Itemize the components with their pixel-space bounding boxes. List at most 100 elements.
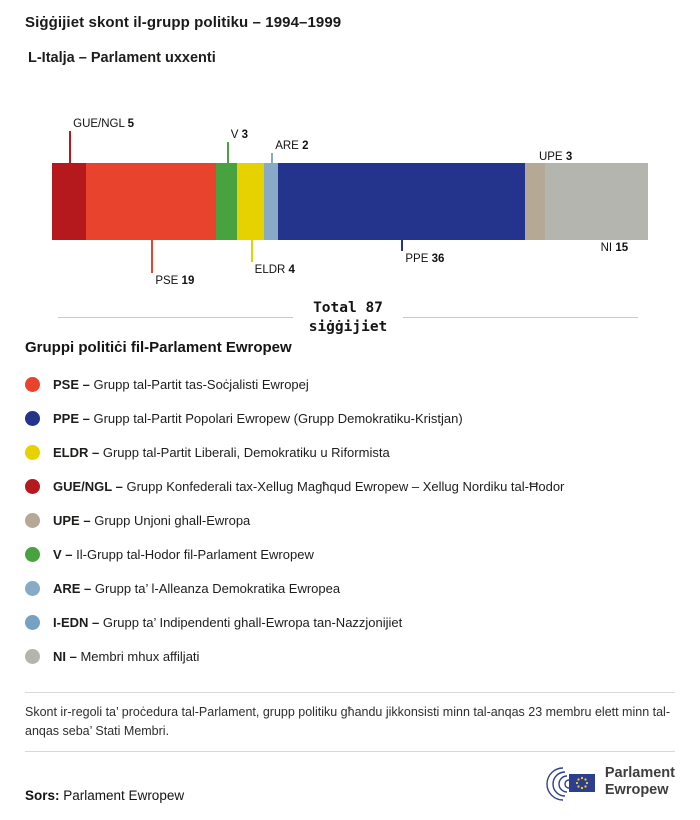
legend-item: V – Il-Grupp tal-Hodor fil-Parlament Ewr… xyxy=(25,537,675,571)
segment-name: ARE xyxy=(275,140,299,152)
legend-abbr: GUE/NGL – xyxy=(53,478,123,494)
legend-text: NI – Membri mhux affiljati xyxy=(53,649,199,664)
legend-abbr: ARE – xyxy=(53,580,92,596)
legend-list: PSE – Grupp tal-Partit tas-Soċjalisti Ew… xyxy=(25,367,675,673)
legend-abbr: ELDR – xyxy=(53,444,100,460)
legend-abbr: PSE – xyxy=(53,376,90,392)
legend-item: ELDR – Grupp tal-Partit Liberali, Demokr… xyxy=(25,435,675,469)
segment-label: ELDR 4 xyxy=(255,263,295,277)
bar-segment xyxy=(216,163,237,240)
total-line1: Total 87 xyxy=(313,300,383,316)
legend-desc: Grupp Konfederali tax-Xellug Magħqud Ewr… xyxy=(126,478,565,494)
legend-text: PPE – Grupp tal-Partit Popolari Ewropew … xyxy=(53,411,463,426)
bar-segment xyxy=(524,163,546,240)
legend-text: PSE – Grupp tal-Partit tas-Soċjalisti Ew… xyxy=(53,377,309,392)
segment-value: 3 xyxy=(241,129,248,141)
segment-leader-line xyxy=(271,153,274,163)
segment-name: NI xyxy=(600,242,613,254)
total-label: Total 87 siġġijiet xyxy=(309,299,388,337)
legend-desc: Grupp ta’ l-Alleanza Demokratika Ewropea xyxy=(94,580,341,596)
segment-name: PPE xyxy=(405,253,429,265)
source-line: Sors: Parlament Ewropew xyxy=(25,788,184,803)
segment-label: V 3 xyxy=(231,128,248,142)
segment-name: GUE/NGL xyxy=(73,118,125,130)
divider-line-right xyxy=(403,317,639,319)
divider-line-left xyxy=(58,317,293,319)
segment-leader-line xyxy=(226,142,229,163)
legend-item: UPE – Grupp Unjoni ghall-Ewropa xyxy=(25,503,675,537)
page-subtitle: L-Italja – Parlament uxxenti xyxy=(28,50,216,66)
segment-value: 4 xyxy=(288,264,295,276)
legend-desc: Il-Grupp tal-Hodor fil-Parlament Ewropew xyxy=(76,546,314,562)
legend-text: V – Il-Grupp tal-Hodor fil-Parlament Ewr… xyxy=(53,547,314,562)
segment-name: UPE xyxy=(538,151,563,163)
legend-desc: Grupp ta’ Indipendenti ghall-Ewropa tan-… xyxy=(102,614,403,630)
legend-abbr: I-EDN – xyxy=(53,614,100,630)
segment-value: 5 xyxy=(127,118,135,130)
legend-desc: Grupp Unjoni ghall-Ewropa xyxy=(94,512,251,528)
legend-desc: Grupp tal-Partit Popolari Ewropew (Grupp… xyxy=(93,410,463,426)
legend-abbr: PPE – xyxy=(53,410,90,426)
bar-segment xyxy=(545,163,648,240)
ep-logo-icon xyxy=(546,767,595,801)
segment-leader-line xyxy=(250,240,253,262)
segment-leader-line xyxy=(401,240,404,251)
legend-item: PSE – Grupp tal-Partit tas-Soċjalisti Ew… xyxy=(25,367,675,401)
legend-section: Gruppi politiċi fil-Parlament Ewropew PS… xyxy=(25,339,675,673)
bar-segment xyxy=(264,163,279,240)
legend-desc: Grupp tal-Partit tas-Soċjalisti Ewropej xyxy=(93,376,309,392)
legend-swatch xyxy=(25,546,40,562)
legend-heading: Gruppi politiċi fil-Parlament Ewropew xyxy=(25,339,292,356)
legend-item: PPE – Grupp tal-Partit Popolari Ewropew … xyxy=(25,401,675,435)
legend-text: ELDR – Grupp tal-Partit Liberali, Demokr… xyxy=(53,445,390,460)
legend-text: I-EDN – Grupp ta’ Indipendenti ghall-Ewr… xyxy=(53,615,402,630)
segment-name: V xyxy=(230,129,239,141)
segment-label: NI 15 xyxy=(601,241,629,255)
bar-segment xyxy=(52,163,87,240)
bar-segment xyxy=(86,163,217,240)
ep-logo: Parlament Ewropew xyxy=(539,762,675,802)
legend-swatch xyxy=(25,614,40,630)
page-title: Siġġijiet skont il-grupp politiku – 1994… xyxy=(25,14,342,31)
legend-item: ARE – Grupp ta’ l-Alleanza Demokratika E… xyxy=(25,571,675,605)
segment-label: GUE/NGL 5 xyxy=(73,117,134,131)
legend-abbr: V – xyxy=(53,546,73,562)
legend-abbr: UPE – xyxy=(53,512,91,528)
ep-logo-text: Parlament Ewropew xyxy=(605,765,675,798)
ep-logo-line2: Ewropew xyxy=(604,782,669,798)
segment-name: PSE xyxy=(155,275,179,287)
segment-value: 19 xyxy=(181,275,195,287)
segment-value: 15 xyxy=(615,242,629,254)
footnote-divider-top xyxy=(25,692,675,693)
segment-value: 2 xyxy=(302,140,309,152)
footnote-divider-bottom xyxy=(25,751,675,752)
legend-text: GUE/NGL – Grupp Konfederali tax-Xellug M… xyxy=(53,479,564,494)
legend-item: NI – Membri mhux affiljati xyxy=(25,639,675,673)
legend-text: ARE – Grupp ta’ l-Alleanza Demokratika E… xyxy=(53,581,340,596)
legend-desc: Grupp tal-Partit Liberali, Demokratiku u… xyxy=(102,444,390,460)
segment-value: 36 xyxy=(431,253,445,265)
source-label: Sors: xyxy=(25,788,60,803)
footnote: Skont ir-regoli ta’ proċedura tal-Parlam… xyxy=(25,705,670,739)
segment-value: 3 xyxy=(565,151,573,163)
source-text: Parlament Ewropew xyxy=(63,788,185,803)
total-line2: siġġijiet xyxy=(308,318,388,335)
total-divider: Total 87 siġġijiet xyxy=(58,299,639,337)
legend-swatch xyxy=(25,444,40,460)
legend-item: GUE/NGL – Grupp Konfederali tax-Xellug M… xyxy=(25,469,675,503)
legend-item: I-EDN – Grupp ta’ Indipendenti ghall-Ewr… xyxy=(25,605,675,639)
segment-leader-line xyxy=(69,131,72,163)
legend-abbr: NI – xyxy=(53,648,77,664)
segment-leader-line xyxy=(151,240,154,273)
legend-swatch xyxy=(25,478,40,494)
legend-swatch xyxy=(25,648,40,664)
legend-text: UPE – Grupp Unjoni ghall-Ewropa xyxy=(53,513,250,528)
bar-segment xyxy=(278,163,525,240)
segment-label: UPE 3 xyxy=(539,150,572,164)
segment-name: ELDR xyxy=(254,264,286,276)
segment-label: PPE 36 xyxy=(405,252,444,266)
seats-bar xyxy=(52,163,648,240)
legend-swatch xyxy=(25,376,40,392)
bar-segment xyxy=(236,163,265,240)
